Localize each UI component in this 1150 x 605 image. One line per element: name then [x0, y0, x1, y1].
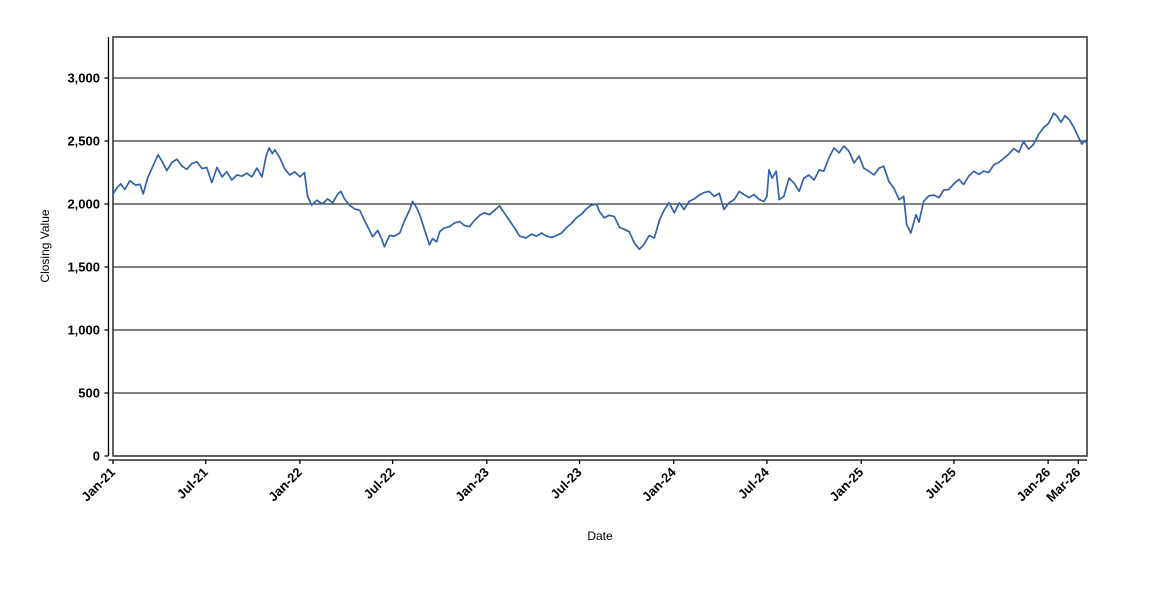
y-tick-label: 3,000 [67, 71, 100, 86]
x-tick-label: Jan-25 [827, 465, 867, 505]
y-tick-label: 0 [93, 449, 100, 464]
closing-value-line [112, 112, 1088, 251]
y-tick-label: 2,000 [67, 197, 100, 212]
x-tick-label: Jan-24 [639, 464, 679, 504]
x-axis-title: Date [587, 529, 613, 543]
x-tick-label: Jul-21 [174, 465, 211, 502]
x-tick-label: Jan-23 [452, 465, 492, 505]
x-tick-label: Jul-25 [922, 465, 959, 502]
y-tick-label: 2,500 [67, 134, 100, 149]
x-tick-label: Jul-24 [735, 464, 773, 502]
x-tick-label: Jan-21 [78, 465, 118, 505]
y-axis-title: Closing Value [38, 209, 52, 282]
y-tick-label: 500 [78, 386, 100, 401]
x-tick-label: Jul-23 [547, 465, 584, 502]
plot-frame [112, 36, 1088, 457]
x-tick-label: Jan-22 [265, 465, 305, 505]
y-tick-label: 1,500 [67, 260, 100, 275]
y-tick-label: 1,000 [67, 323, 100, 338]
x-tick-label: Jul-22 [361, 465, 398, 502]
x-tick-label: Mar-26 [1043, 465, 1083, 505]
